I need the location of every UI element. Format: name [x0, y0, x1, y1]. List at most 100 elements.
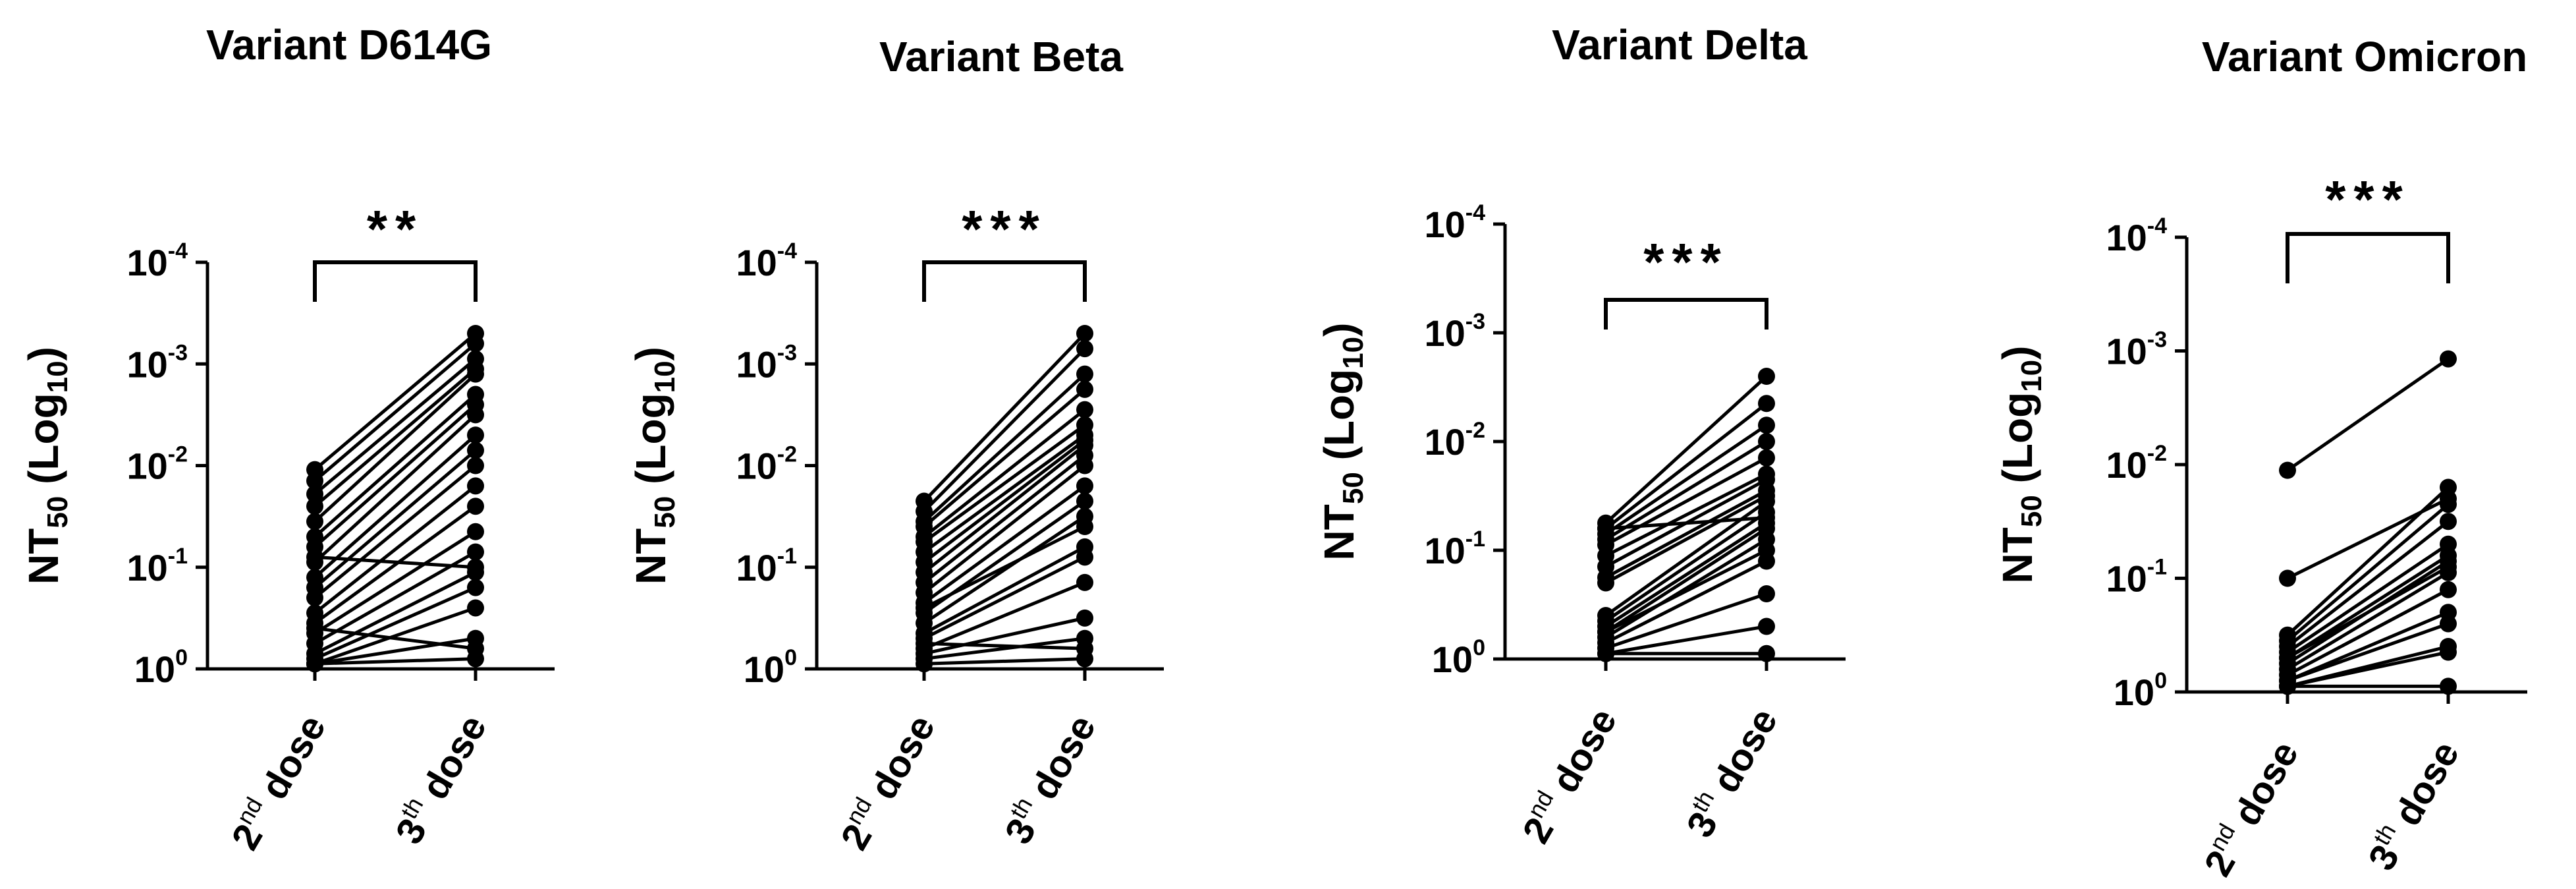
- data-point-3rd-dose: [467, 640, 484, 658]
- paired-line: [1604, 402, 1768, 530]
- x-category-label: 2nd dose: [2193, 733, 2307, 884]
- y-tick-base: 10: [1432, 639, 1473, 680]
- y-tick-exponent: -2: [1466, 418, 1485, 443]
- data-point-2nd-dose: [306, 619, 323, 637]
- y-label-subscript: 50: [649, 496, 681, 529]
- data-point-3rd-dose: [2440, 677, 2457, 695]
- data-point-3rd-dose: [1076, 609, 1093, 627]
- data-point-3rd-dose: [1758, 509, 1775, 527]
- y-axis-label: NT50 (Log10): [627, 347, 681, 585]
- paired-line: [1605, 592, 1767, 650]
- paired-line: [2287, 610, 2449, 683]
- data-point-3rd-dose: [1076, 573, 1093, 591]
- data-point-2nd-dose: [306, 589, 323, 607]
- x-category-rest: dose: [1017, 708, 1104, 816]
- y-label-text: ): [627, 347, 674, 360]
- paired-line: [314, 342, 477, 482]
- data-point-2nd-dose: [306, 548, 323, 566]
- significance-stars: ***: [1643, 233, 1728, 291]
- panel-title: Variant D614G: [206, 21, 492, 69]
- paired-line: [1604, 527, 1768, 633]
- paired-line: [1604, 559, 1768, 645]
- y-tick-exponent: -3: [1466, 309, 1485, 334]
- data-point-3rd-dose: [1758, 416, 1775, 434]
- y-tick-exponent: -3: [168, 340, 188, 365]
- paired-line: [314, 555, 476, 569]
- y-tick-base: 10: [736, 343, 777, 385]
- paired-line: [314, 464, 477, 599]
- panel-title: Variant Delta: [1552, 21, 1807, 69]
- paired-line: [923, 464, 1086, 594]
- y-label-text: ): [1994, 346, 2041, 360]
- paired-line: [314, 357, 477, 496]
- paired-line: [1604, 538, 1768, 639]
- panel-title: Variant Beta: [879, 33, 1123, 80]
- data-point-3rd-dose: [1758, 645, 1775, 662]
- y-label-text: NT: [1994, 527, 2041, 583]
- y-tick-base: 10: [736, 242, 777, 283]
- significance-bracket: [2286, 232, 2450, 283]
- paired-line: [1604, 521, 1768, 628]
- y-tick-base: 10: [2106, 444, 2147, 486]
- data-point-2nd-dose: [1597, 623, 1614, 641]
- x-category-label: 2nd dose: [1512, 700, 1626, 851]
- data-point-3rd-dose: [1758, 585, 1775, 602]
- data-point-3rd-dose: [2440, 604, 2457, 621]
- data-point-3rd-dose: [1076, 548, 1093, 566]
- paired-line: [1604, 440, 1768, 541]
- paired-line: [314, 393, 477, 538]
- y-label-text: (Log: [1315, 369, 1363, 472]
- y-tick-exponent: 0: [1473, 635, 1485, 660]
- y-tick-base: 10: [126, 242, 167, 283]
- y-tick-label: 10-1: [1424, 527, 1485, 571]
- paired-line: [2286, 554, 2450, 660]
- y-tick-base: 10: [2106, 331, 2147, 372]
- y-label-subscript: 10: [2015, 360, 2048, 392]
- data-point-3rd-dose: [1076, 518, 1093, 536]
- y-tick-label: 10-2: [736, 442, 797, 487]
- y-label-subscript: 10: [649, 360, 681, 393]
- paired-line: [314, 484, 477, 615]
- x-category-label: 2nd dose: [830, 706, 944, 857]
- paired-line: [1604, 489, 1768, 579]
- paired-line: [2286, 542, 2450, 654]
- x-category-label: 3th dose: [385, 706, 495, 851]
- paired-line: [923, 515, 1086, 625]
- paired-line: [1605, 625, 1767, 656]
- y-tick-base: 10: [2114, 672, 2154, 713]
- y-label-text: NT: [1315, 504, 1363, 560]
- y-tick-base: 10: [1424, 530, 1465, 571]
- y-tick-exponent: -4: [777, 239, 797, 264]
- data-point-3rd-dose: [1758, 433, 1775, 450]
- significance-bracket: [1604, 298, 1768, 330]
- y-tick-base: 10: [736, 445, 777, 487]
- paired-line: [2286, 503, 2450, 643]
- data-point-2nd-dose: [916, 599, 933, 617]
- y-tick-base: 10: [2106, 558, 2147, 600]
- y-tick-base: 10: [126, 343, 167, 385]
- x-category-rest: dose: [247, 708, 334, 816]
- paired-line: [314, 586, 477, 660]
- paired-line: [923, 408, 1086, 538]
- y-tick-base: 10: [1424, 312, 1465, 354]
- data-point-2nd-dose: [2279, 672, 2296, 689]
- paired-line: [314, 550, 477, 645]
- y-tick-exponent: -3: [777, 340, 797, 365]
- data-point-3rd-dose: [2440, 478, 2457, 496]
- paired-line: [923, 454, 1086, 584]
- data-point-3rd-dose: [1076, 457, 1093, 474]
- y-tick-label: 100: [134, 645, 188, 690]
- data-point-3rd-dose: [1076, 640, 1093, 658]
- y-label-text: (Log: [20, 393, 67, 496]
- data-point-2nd-dose: [306, 472, 323, 490]
- data-point-3rd-dose: [467, 406, 484, 424]
- significance-stars: ***: [962, 200, 1047, 258]
- data-point-3rd-dose: [2440, 581, 2457, 598]
- data-point-3rd-dose: [1076, 477, 1093, 495]
- data-point-2nd-dose: [306, 655, 323, 673]
- data-point-3rd-dose: [467, 543, 484, 561]
- data-point-2nd-dose: [2279, 649, 2296, 667]
- data-point-3rd-dose: [1076, 492, 1093, 510]
